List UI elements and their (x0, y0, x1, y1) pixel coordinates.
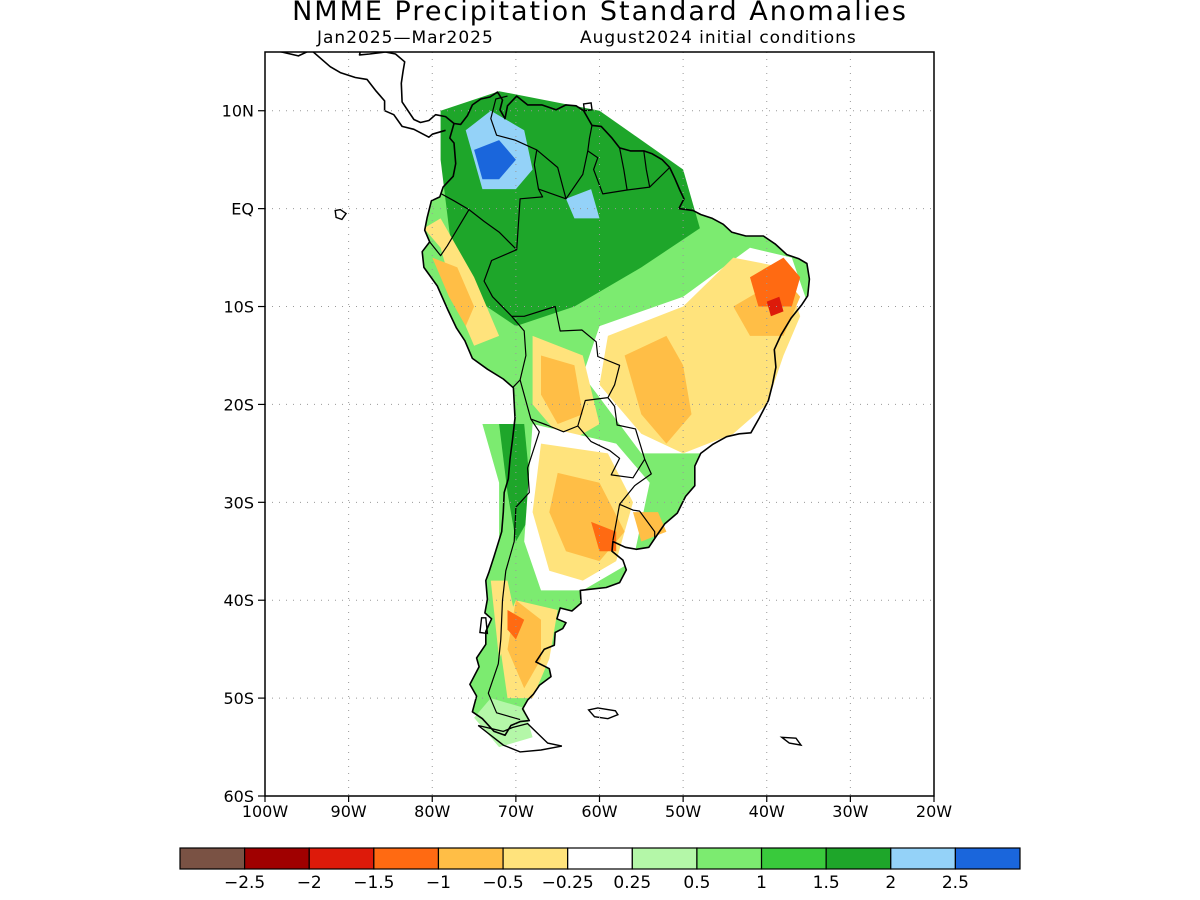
colorbar-label: −2 (297, 873, 322, 893)
lon-tick-label: 90W (331, 802, 367, 821)
colorbar-swatch (308, 847, 375, 870)
map-title: NMME Precipitation Standard Anomalies (292, 0, 908, 27)
grid-lines (265, 52, 934, 796)
country-border (619, 458, 652, 505)
colorbar-swatch (437, 847, 504, 870)
anomaly-region (499, 424, 533, 542)
colorbar-swatch (502, 847, 569, 870)
island-coast (391, 0, 481, 15)
anomaly-region (591, 521, 617, 552)
colorbar-label: 1.5 (813, 873, 840, 893)
colorbar (179, 847, 1021, 870)
colorbar-label: 1 (756, 873, 767, 893)
lat-tick-label: 60S (223, 787, 254, 806)
longitude-labels: 100W 90W 80W 70W 60W 50W 40W 30W 20W (242, 796, 952, 821)
anomaly-region (474, 698, 533, 748)
lon-tick-label: 50W (665, 802, 701, 821)
lat-tick-label: 10N (222, 102, 254, 121)
island-coast (477, 722, 563, 753)
country-border (577, 397, 646, 479)
lon-tick-label: 40W (749, 802, 785, 821)
country-border (487, 379, 540, 721)
colorbar-labels: −2.5 −2 −1.5 −1 −0.5 −0.25 0.25 0.5 1 1.5 2 2.5 (224, 873, 969, 893)
lat-tick-label: 40S (223, 591, 254, 610)
colorbar-swatch (890, 847, 956, 870)
country-border (619, 147, 628, 191)
island-coast (479, 14, 529, 32)
lon-tick-label: 100W (242, 802, 289, 821)
colorbar-label: 2 (885, 873, 896, 893)
central-america-coast (278, 52, 455, 138)
colorbar-swatch (373, 847, 440, 870)
colorbar-label: −0.5 (482, 873, 523, 893)
coastline (278, 0, 811, 753)
island-coast (479, 617, 489, 635)
country-border (612, 503, 656, 541)
anomaly-region (566, 189, 600, 219)
island-coast (539, 28, 552, 34)
anomaly-region (490, 580, 516, 659)
colorbar-label: −0.25 (542, 873, 594, 893)
anomaly-region (432, 257, 475, 327)
anomaly-region (541, 355, 583, 424)
country-border (587, 125, 671, 195)
colorbar-label: −1.5 (353, 873, 394, 893)
lat-tick-label: 20S (223, 395, 254, 414)
mainland-coast (421, 91, 811, 737)
colorbar-label: 2.5 (942, 873, 969, 893)
island-coast (779, 736, 803, 747)
anomaly-region (624, 335, 692, 444)
country-border (643, 150, 651, 188)
colorbar-swatch (179, 847, 246, 870)
latitude-labels: 10N EQ 10S 20S 30S 40S 50S 60S (222, 102, 265, 806)
lat-tick-label: 10S (223, 298, 254, 317)
island-coast (587, 707, 619, 720)
lat-tick-label: 30S (223, 493, 254, 512)
country-border (536, 149, 567, 199)
country-border (429, 209, 470, 257)
colorbar-swatch (244, 847, 310, 870)
colorbar-swatch (760, 847, 827, 870)
lon-tick-label: 60W (581, 802, 617, 821)
country-borders (429, 95, 671, 721)
lat-tick-label: 50S (223, 689, 254, 708)
lon-tick-label: 70W (498, 802, 534, 821)
colorbar-label: 0.25 (613, 873, 651, 893)
anomaly-region (766, 296, 784, 317)
island-coast (582, 102, 593, 112)
island-coast (334, 208, 348, 221)
lon-tick-label: 30W (832, 802, 868, 821)
colorbar-label: −1 (426, 873, 451, 893)
colorbar-swatch (567, 847, 633, 870)
colorbar-swatch (631, 847, 698, 870)
colorbar-label: 0.5 (683, 873, 710, 893)
colorbar-swatch (954, 847, 1021, 870)
lon-tick-label: 80W (414, 802, 450, 821)
country-border (538, 150, 589, 200)
initial-conditions-label: August2024 initial conditions (580, 28, 857, 48)
anomaly-region (474, 140, 516, 180)
colorbar-swatch (696, 847, 763, 870)
anomaly-region (507, 610, 525, 640)
country-border (441, 95, 544, 251)
lon-tick-label: 20W (916, 802, 952, 821)
colorbar-label: −2.5 (224, 873, 265, 893)
country-border (511, 305, 621, 433)
anomaly-region (750, 257, 801, 307)
island-coast (446, 28, 464, 36)
colorbar-swatch (825, 847, 892, 870)
lat-tick-label: EQ (231, 200, 254, 219)
forecast-period: Jan2025—Mar2025 (317, 28, 494, 48)
